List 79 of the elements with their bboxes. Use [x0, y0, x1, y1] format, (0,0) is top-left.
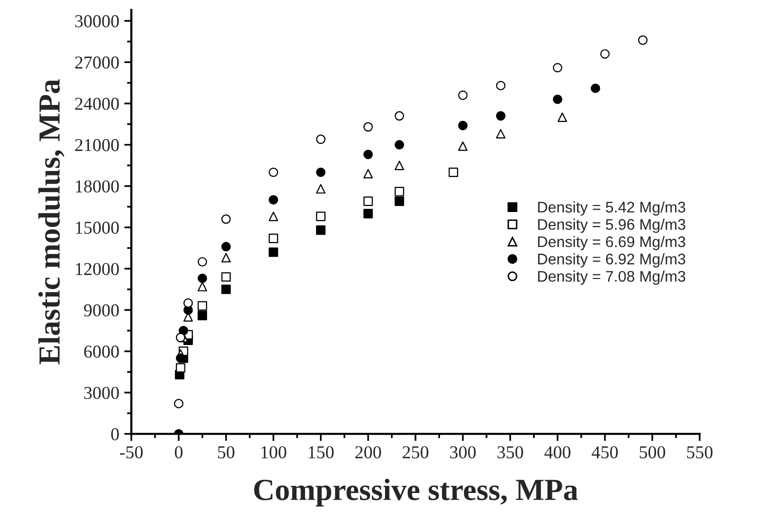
legend-label: Density = 5.42 Mg/m3 — [538, 201, 686, 216]
point — [458, 120, 468, 130]
point — [221, 272, 231, 282]
x-tick-label: -50 — [120, 446, 143, 458]
x-axis-title: Compressive stress, MPa — [254, 478, 578, 506]
point — [552, 94, 562, 104]
x-tick-label: 250 — [402, 446, 428, 458]
point — [590, 84, 600, 94]
point — [183, 298, 193, 308]
point — [174, 398, 184, 408]
point — [221, 242, 231, 252]
x-tick-label: 200 — [355, 446, 381, 458]
point — [458, 141, 468, 151]
point — [316, 134, 326, 144]
point — [394, 160, 404, 170]
legend-label: Density = 5.96 Mg/m3 — [538, 218, 686, 233]
point — [198, 282, 208, 292]
point — [363, 122, 373, 132]
point — [394, 196, 404, 206]
point — [558, 112, 568, 122]
point — [176, 353, 186, 363]
point — [268, 212, 278, 222]
x-tick-label: 350 — [498, 446, 524, 458]
y-tick-label: 21000 — [75, 139, 119, 152]
y-tick-label: 6000 — [84, 346, 119, 358]
x-tick-label: 450 — [592, 446, 618, 458]
point — [363, 168, 373, 178]
x-tick-label: 0 — [174, 446, 183, 458]
y-tick-label: 27000 — [75, 56, 119, 69]
point — [221, 284, 231, 294]
point — [496, 111, 506, 121]
point — [176, 332, 186, 342]
y-tick-label: 30000 — [75, 15, 119, 28]
legend-label: Density = 6.69 Mg/m3 — [538, 236, 686, 250]
point — [448, 168, 458, 178]
point — [221, 252, 231, 262]
y-tick-label: 24000 — [75, 98, 119, 110]
point — [268, 234, 278, 244]
point — [552, 62, 562, 72]
point — [363, 150, 373, 160]
y-tick-label: 12000 — [76, 262, 119, 276]
point — [268, 247, 278, 257]
x-tick-label: 500 — [640, 446, 666, 458]
point — [600, 49, 610, 59]
point — [176, 363, 186, 373]
point — [363, 196, 373, 206]
point — [268, 168, 278, 178]
y-tick-label: 18000 — [76, 180, 119, 193]
point — [221, 214, 231, 224]
point — [198, 310, 208, 320]
point — [394, 111, 404, 121]
y-axis-title: Elastic modulus, MPa — [38, 79, 64, 364]
point — [198, 301, 208, 311]
x-tick-label: 300 — [450, 446, 476, 458]
legend-label: Density = 7.08 Mg/m3 — [538, 270, 686, 285]
point — [316, 212, 326, 222]
point — [394, 140, 404, 150]
y-tick-label: 3000 — [84, 386, 119, 400]
point — [316, 225, 326, 235]
point — [268, 195, 278, 205]
point — [316, 184, 326, 194]
point — [316, 168, 326, 178]
y-tick-label: 0 — [111, 428, 119, 440]
y-tick-label: 9000 — [84, 304, 119, 316]
point — [198, 257, 208, 267]
point — [363, 208, 373, 218]
point — [638, 35, 648, 45]
point — [496, 129, 506, 138]
point — [496, 80, 506, 90]
y-tick-label: 15000 — [76, 222, 119, 234]
x-tick-label: 400 — [544, 446, 570, 458]
x-tick-label: 50 — [218, 446, 234, 458]
x-tick-label: 550 — [687, 446, 712, 458]
point — [198, 274, 208, 284]
x-tick-label: 100 — [261, 446, 286, 458]
point — [394, 186, 404, 196]
legend-label: Density = 6.92 Mg/m3 — [538, 253, 686, 268]
x-tick-label: 150 — [308, 446, 334, 458]
point — [458, 90, 468, 100]
